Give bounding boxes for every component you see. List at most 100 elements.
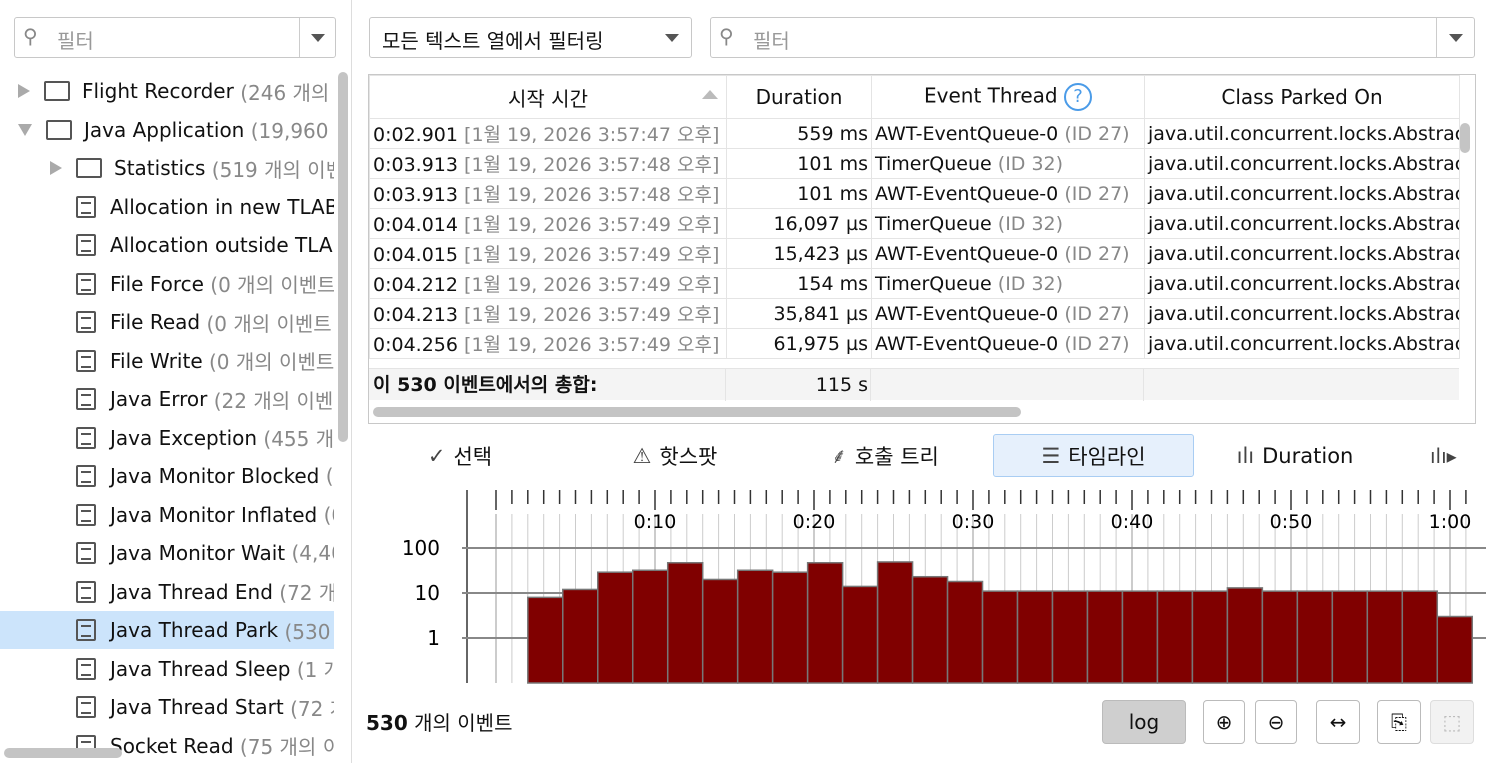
events-table: 시작 시간 Duration Event Thread ? Class Park… [368,74,1476,424]
tab-bar-chart[interactable]: ılı Duration [1236,443,1354,468]
help-icon[interactable]: ? [1063,83,1092,111]
timeline-histogram[interactable]: 100 10 1 0:10 0:20 0:30 0:40 0:50 1:00 [360,486,1486,686]
expand-down-icon[interactable] [18,123,32,136]
event-type-icon [76,426,96,449]
filter-history-dropdown[interactable] [299,18,335,57]
tree-item[interactable]: Java Thread Sleep (1 개 [0,650,334,688]
zoom-in-button[interactable]: ⊕ [1203,700,1245,744]
zoom-out-icon: ⊖ [1267,710,1285,734]
check-circle-icon: ✓ [427,443,446,468]
more-tabs-arrow-icon[interactable]: ılı▸ [1430,444,1457,468]
column-header-start-time[interactable]: 시작 시간 [369,75,727,119]
column-header-duration[interactable]: Duration [726,75,872,119]
histogram-bar [806,562,844,684]
tree-item[interactable]: Socket Read (75 개의 이 [0,727,334,765]
table-horizontal-scrollbar[interactable] [373,407,1021,417]
bar-chart-icon: ılı [1236,443,1255,468]
column-filter-select[interactable]: 모든 텍스트 열에서 필터링 [369,17,692,58]
tree-item[interactable]: Java Monitor Blocked (0 [0,457,334,495]
chevron-down-icon [665,34,679,42]
histogram-bar [1226,587,1264,684]
table-row[interactable]: 0:03.913 [1월 19, 2026 3:57:48 오후] 101 ms… [369,148,1460,179]
column-header-class-parked-on[interactable]: Class Parked On [1144,75,1460,119]
x-tick-label: 0:40 [1111,511,1154,533]
timeline-icon: ☰ [1041,443,1061,468]
histogram-bar [527,596,564,684]
table-row[interactable]: 0:02.901 [1월 19, 2026 3:57:47 오후] 559 ms… [369,118,1460,149]
tab-tree[interactable]: ⸙ 호출 트리 [831,443,939,469]
event-type-icon [76,465,96,487]
table-row[interactable]: 0:04.256 [1월 19, 2026 3:57:49 오후] 61,975… [369,328,1460,359]
chevron-down-icon [1449,34,1463,42]
x-tick-label: 0:50 [1270,511,1313,533]
tree-item[interactable]: File Force (0 개의 이벤트 [0,265,334,303]
event-type-icon [76,542,96,564]
histogram-bar [1366,590,1404,684]
table-row[interactable]: 0:04.213 [1월 19, 2026 3:57:49 오후] 35,841… [369,298,1460,329]
x-tick-label: 0:30 [952,511,995,533]
tree-filter-input[interactable]: ⚲ 필터 [14,17,336,58]
histogram-bar [876,561,914,684]
table-row[interactable]: 0:04.015 [1월 19, 2026 3:57:49 오후] 15,423… [369,238,1460,269]
tab-warning[interactable]: ⚠ 핫스팟 [632,443,718,469]
histogram-bar [736,569,774,684]
event-type-icon [76,388,96,410]
column-header-event-thread[interactable]: Event Thread ? [871,75,1145,119]
clear-selection-icon: ⬚ [1442,710,1462,734]
table-vertical-scrollbar[interactable] [1460,123,1470,153]
tree-item[interactable]: Java Application (19,960 기 [0,111,334,149]
event-type-icon [76,195,96,218]
table-filter-input[interactable]: ⚲ 필터 [710,17,1475,58]
zoom-in-icon: ⊕ [1215,710,1233,734]
tree-item[interactable]: Java Thread End (72 개 [0,573,334,611]
table-row[interactable]: 0:04.212 [1월 19, 2026 3:57:49 오후] 154 ms… [369,268,1460,299]
expand-right-icon[interactable] [50,161,62,175]
histogram-bar [1156,590,1194,684]
tree-horizontal-scrollbar[interactable] [4,748,122,758]
table-row[interactable]: 0:04.014 [1월 19, 2026 3:57:49 오후] 16,097… [369,208,1460,239]
x-tick-label: 0:10 [634,511,677,533]
search-icon: ⚲ [23,24,38,48]
table-row[interactable]: 0:03.913 [1월 19, 2026 3:57:48 오후] 101 ms… [369,178,1460,209]
histogram-bar [981,590,1019,684]
tab-timeline[interactable]: ☰ 타임라인 [993,434,1194,477]
histogram-bar [946,580,984,684]
histogram-bar [1121,590,1159,684]
histogram-bar [701,578,739,684]
x-tick-label: 1:00 [1429,511,1472,533]
tree-item[interactable]: Allocation in new TLAB [0,188,334,226]
tree-item[interactable]: File Read (0 개의 이벤트 [0,303,334,341]
tree-item[interactable]: Flight Recorder (246 개의 [0,72,334,110]
log-scale-toggle[interactable]: log [1102,700,1186,744]
tree-item[interactable]: Statistics (519 개의 이벤 [0,149,334,187]
tree-item[interactable]: Java Monitor Wait (4,40 [0,534,334,572]
event-browser-panel: ⚲ 필터 Flight Recorder (246 개의 Java Applica… [0,0,352,763]
histogram-bar [1261,590,1299,684]
expand-right-icon[interactable] [18,84,30,98]
sort-ascending-icon [702,90,718,99]
warning-icon: ⚠ [632,443,652,468]
event-type-icon [76,657,96,680]
tree-item[interactable]: Java Exception (455 개의 [0,419,334,457]
histogram-bar [1296,590,1334,684]
bookmark-button[interactable]: ⎘ [1377,700,1421,744]
chevron-down-icon [311,34,325,42]
event-type-icon [76,696,96,718]
fit-to-range-button[interactable]: ↔ [1316,700,1360,744]
folder-icon [76,158,102,178]
tree-item[interactable]: Java Thread Park (530 개 [0,611,334,649]
tab-check-circle[interactable]: ✓ 선택 [427,443,493,469]
zoom-out-button[interactable]: ⊖ [1255,700,1297,744]
histogram-bar [631,569,669,684]
filter-history-dropdown[interactable] [1436,18,1474,57]
histogram-bar [1401,590,1439,684]
tree-item[interactable]: Java Thread Start (72 개 [0,688,334,726]
tree-item[interactable]: Allocation outside TLAB [0,226,334,264]
bookmark-icon: ⎘ [1391,710,1407,734]
tree-vertical-scrollbar[interactable] [338,72,348,442]
tree-item[interactable]: File Write (0 개의 이벤트 [0,342,334,380]
tree-item[interactable]: Java Monitor Inflated (0 [0,496,334,534]
table-total-row: 이 530 이벤트에서의 총합: 115 s [369,368,1459,401]
tree-item[interactable]: Java Error (22 개의 이벤 [0,380,334,418]
histogram-bar [841,585,879,684]
